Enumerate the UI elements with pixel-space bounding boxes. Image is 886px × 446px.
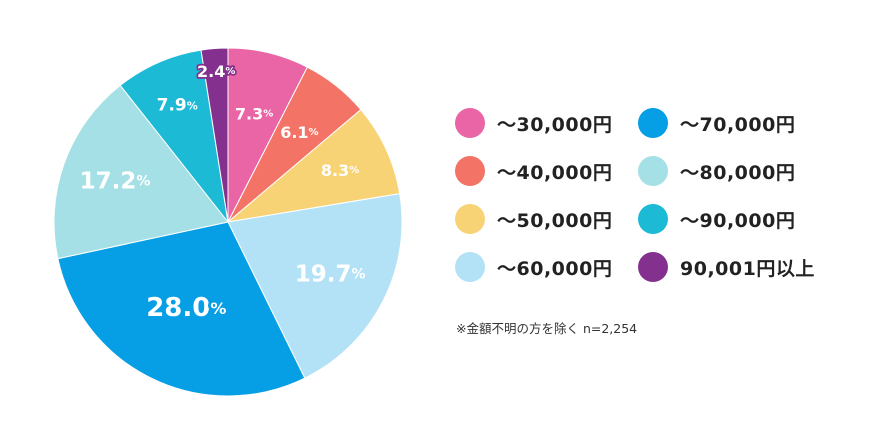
pie-slice bbox=[226, 108, 401, 223]
pie-labels: 7.3% 6.1%8.3% 19.7% 28.0% 17.2% 7.9% 2.4% bbox=[77, 60, 368, 326]
slice-percent-label: 7.9% bbox=[157, 96, 198, 116]
legend-item: 〜90,000円 bbox=[638, 202, 795, 236]
legend-label: 〜70,000円 bbox=[680, 113, 796, 136]
legend-swatch bbox=[638, 204, 668, 234]
legend-item: 〜50,000円 bbox=[455, 202, 612, 236]
legend-label: 〜50,000円 bbox=[497, 209, 613, 232]
legend-swatch bbox=[638, 252, 668, 282]
legend-swatch bbox=[638, 108, 668, 138]
pie-slice bbox=[119, 49, 229, 224]
legend-label: 90,001円以上 bbox=[680, 257, 815, 280]
legend-swatch bbox=[455, 108, 485, 138]
slice-percent-label: 7.3% bbox=[235, 104, 273, 123]
legend-label: 〜30,000円 bbox=[497, 113, 613, 136]
slice-percent-label: 8.3% bbox=[321, 161, 359, 180]
pie-slice bbox=[200, 47, 229, 223]
pie-slice bbox=[57, 221, 306, 397]
slice-percent-label: 28.0% bbox=[146, 293, 226, 323]
legend-label: 〜40,000円 bbox=[497, 161, 613, 184]
legend-swatch bbox=[638, 156, 668, 186]
legend-item: 〜80,000円 bbox=[638, 154, 795, 188]
legend-label: 〜60,000円 bbox=[497, 257, 613, 280]
legend-item: 〜40,000円 bbox=[455, 154, 612, 188]
slice-percent-label: 19.7% bbox=[295, 262, 366, 288]
legend-label: 〜80,000円 bbox=[680, 161, 796, 184]
slice-percent-label: 17.2% bbox=[80, 168, 151, 194]
legend-item: 〜60,000円 bbox=[455, 250, 612, 284]
legend-swatch bbox=[455, 204, 485, 234]
legend-item: 90,001円以上 bbox=[638, 250, 815, 284]
sample-note: ※金額不明の方を除く n=2,254 bbox=[456, 321, 638, 336]
legend-item: 〜30,000円 bbox=[455, 106, 612, 140]
pie-slice bbox=[227, 193, 403, 379]
pie-slices bbox=[53, 47, 403, 397]
slice-percent-label: 2.4% bbox=[197, 62, 235, 81]
pie-slice bbox=[53, 84, 229, 260]
legend-swatch bbox=[455, 156, 485, 186]
legend-label: 〜90,000円 bbox=[680, 209, 796, 232]
legend-swatch bbox=[455, 252, 485, 282]
legend-item: 〜70,000円 bbox=[638, 106, 795, 140]
slice-percent-label: 6.1% bbox=[280, 123, 318, 142]
